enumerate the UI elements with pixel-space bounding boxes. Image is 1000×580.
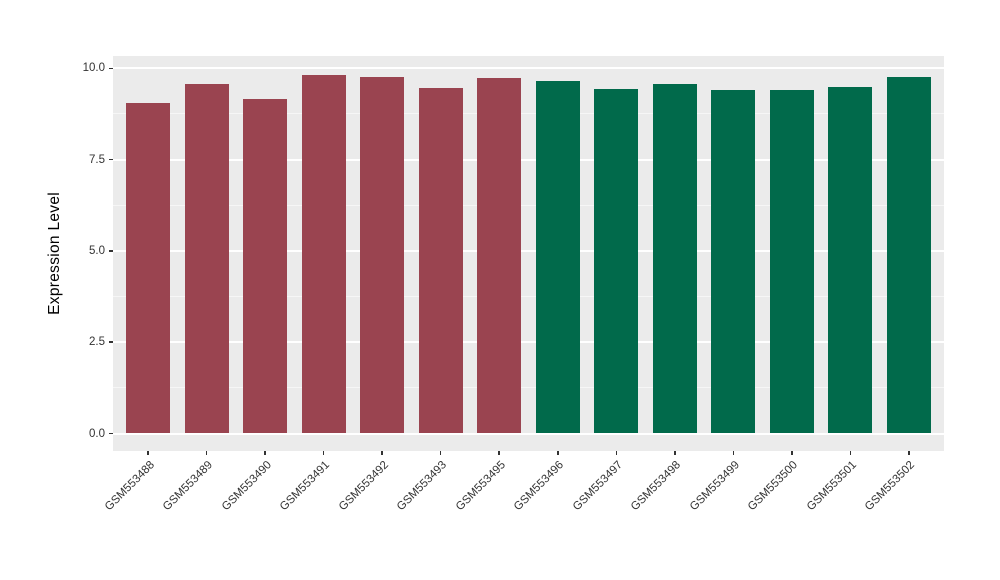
x-tick-mark bbox=[264, 451, 266, 455]
bar-GSM553502 bbox=[886, 76, 931, 434]
major-gridline bbox=[113, 341, 944, 344]
x-tick-label-text: GSM553502 bbox=[863, 459, 918, 514]
x-tick-mark bbox=[498, 451, 500, 455]
x-tick-label-text: GSM553490 bbox=[219, 459, 274, 514]
x-tick-mark bbox=[849, 451, 852, 455]
y-tick-mark bbox=[109, 432, 113, 435]
y-axis-title-text: Expression Level bbox=[46, 192, 63, 315]
bar-GSM553496 bbox=[535, 81, 580, 434]
y-tick-mark bbox=[109, 250, 113, 252]
x-tick-mark bbox=[732, 451, 735, 455]
bar-GSM553489 bbox=[184, 83, 229, 434]
x-tick-mark bbox=[615, 451, 618, 455]
x-tick-mark bbox=[674, 451, 676, 455]
y-tick-label: 10.0 bbox=[82, 62, 105, 75]
y-tick-label: 2.5 bbox=[89, 336, 105, 349]
x-tick-label-text: GSM553501 bbox=[804, 459, 859, 514]
bar-GSM553498 bbox=[652, 84, 697, 434]
x-tick-label-text: GSM553493 bbox=[395, 459, 450, 514]
bar-GSM553495 bbox=[477, 78, 522, 434]
bar-GSM553501 bbox=[828, 87, 873, 434]
x-tick-mark bbox=[908, 451, 910, 455]
x-tick-mark bbox=[439, 451, 442, 455]
y-tick-mark bbox=[109, 341, 113, 343]
plot-panel bbox=[113, 56, 944, 451]
bar-GSM553499 bbox=[711, 89, 756, 434]
x-tick-mark bbox=[205, 451, 208, 455]
bar-GSM553500 bbox=[769, 89, 814, 434]
x-tick-label-text: GSM553492 bbox=[336, 459, 391, 514]
x-tick-label-text: GSM553499 bbox=[687, 459, 742, 514]
x-tick-mark bbox=[557, 451, 559, 455]
x-tick-label-text: GSM553491 bbox=[278, 459, 333, 514]
y-tick-mark bbox=[109, 67, 113, 70]
x-tick-mark bbox=[322, 451, 325, 455]
bar-GSM553493 bbox=[418, 87, 463, 434]
x-tick-label-text: GSM553497 bbox=[570, 459, 625, 514]
minor-gridline bbox=[113, 204, 944, 206]
x-tick-label-text: GSM553500 bbox=[746, 459, 801, 514]
y-tick-label: 7.5 bbox=[89, 153, 105, 166]
bar-GSM553488 bbox=[126, 103, 171, 434]
bar-GSM553490 bbox=[243, 99, 288, 434]
x-tick-label-text: GSM553496 bbox=[512, 459, 567, 514]
minor-gridline bbox=[113, 113, 944, 115]
x-tick-mark bbox=[381, 451, 383, 455]
major-gridline bbox=[113, 67, 944, 70]
x-tick-label-text: GSM553488 bbox=[102, 459, 157, 514]
minor-gridline bbox=[113, 387, 944, 389]
bar-GSM553497 bbox=[594, 89, 639, 434]
x-tick-label-text: GSM553495 bbox=[453, 459, 508, 514]
x-tick-mark bbox=[791, 451, 793, 455]
major-gridline bbox=[113, 249, 944, 252]
x-tick-mark bbox=[147, 451, 149, 455]
minor-gridline bbox=[113, 296, 944, 298]
y-tick-label: 5.0 bbox=[89, 244, 105, 257]
bar-GSM553492 bbox=[360, 76, 405, 434]
x-tick-label-text: GSM553498 bbox=[629, 459, 684, 514]
major-gridline bbox=[113, 432, 944, 435]
x-tick-label-text: GSM553489 bbox=[160, 459, 216, 514]
bar-GSM553491 bbox=[301, 74, 346, 434]
y-tick-label: 0.0 bbox=[89, 427, 105, 440]
major-gridline bbox=[113, 158, 944, 161]
y-tick-mark bbox=[109, 158, 113, 161]
